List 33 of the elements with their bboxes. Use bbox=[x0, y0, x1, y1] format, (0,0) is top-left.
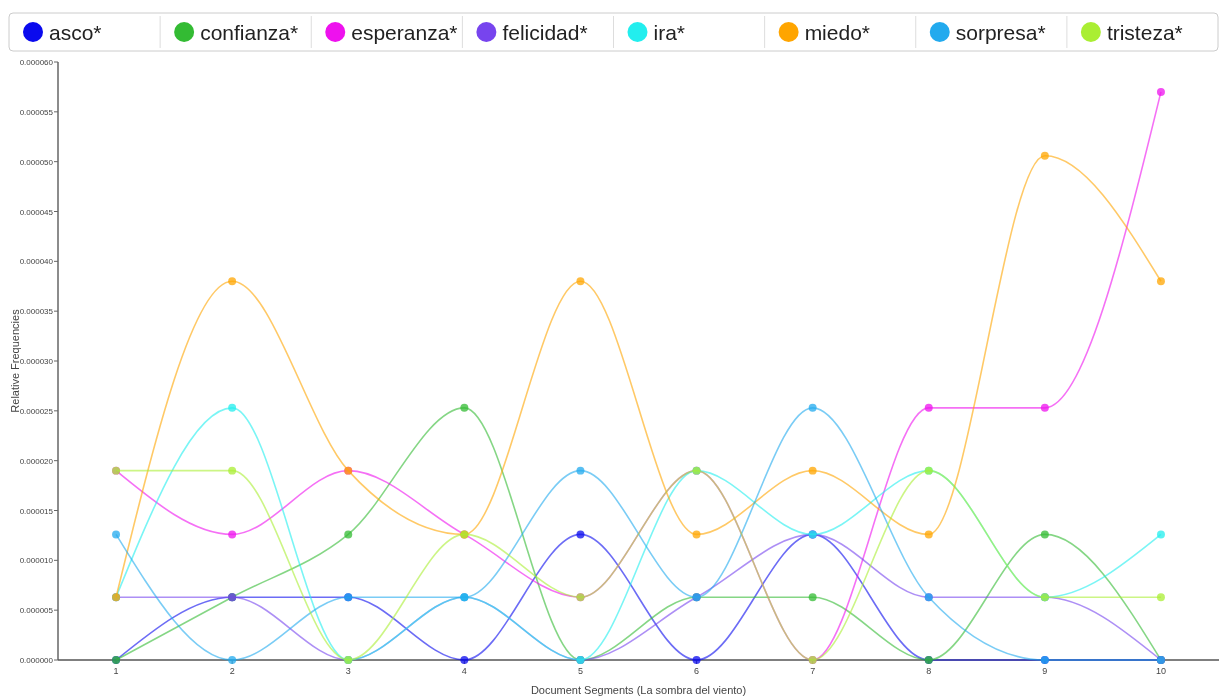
y-tick-label: 0.000005 bbox=[19, 606, 54, 616]
x-tick-label: 9 bbox=[1042, 666, 1048, 676]
legend-label: asco* bbox=[49, 21, 102, 44]
y-tick-label: 0.000040 bbox=[19, 257, 54, 267]
legend-label: esperanza* bbox=[351, 21, 458, 44]
y-tick-label: 0.000010 bbox=[19, 556, 54, 566]
y-tick-label: 0.000045 bbox=[19, 207, 54, 217]
x-tick-label: 10 bbox=[1155, 666, 1166, 676]
y-tick-label: 0.000000 bbox=[19, 656, 54, 665]
x-tick-label: 8 bbox=[926, 666, 932, 676]
y-tick-label: 0.000060 bbox=[19, 58, 54, 67]
y-tick-label: 0.000050 bbox=[19, 157, 54, 167]
legend-label: felicidad* bbox=[502, 21, 588, 44]
x-tick-label: 2 bbox=[229, 666, 235, 676]
x-tick-label: 4 bbox=[461, 666, 467, 676]
y-tick-label: 0.000020 bbox=[19, 456, 54, 466]
legend-label: sorpresa* bbox=[955, 21, 1046, 44]
y-tick-label: 0.000015 bbox=[19, 506, 54, 516]
legend-label: tristeza* bbox=[1106, 21, 1183, 44]
x-tick-label: 5 bbox=[577, 666, 583, 676]
y-tick-label: 0.000055 bbox=[19, 107, 54, 117]
x-tick-label: 7 bbox=[810, 666, 816, 676]
legend-label: ira* bbox=[653, 21, 686, 44]
legend-label: confianza* bbox=[200, 21, 299, 44]
y-tick-label: 0.000030 bbox=[19, 357, 54, 366]
x-tick-label: 6 bbox=[694, 666, 700, 676]
y-tick-label: 0.000025 bbox=[19, 406, 54, 416]
legend-label: miedo* bbox=[804, 21, 870, 44]
y-tick-label: 0.000035 bbox=[19, 307, 54, 317]
y-axis-title: Relative Frequencies bbox=[9, 308, 21, 413]
x-tick-label: 3 bbox=[345, 666, 351, 676]
x-tick-label: 1 bbox=[113, 666, 119, 676]
x-axis-title: Document Segments (La sombra del viento) bbox=[530, 684, 747, 696]
